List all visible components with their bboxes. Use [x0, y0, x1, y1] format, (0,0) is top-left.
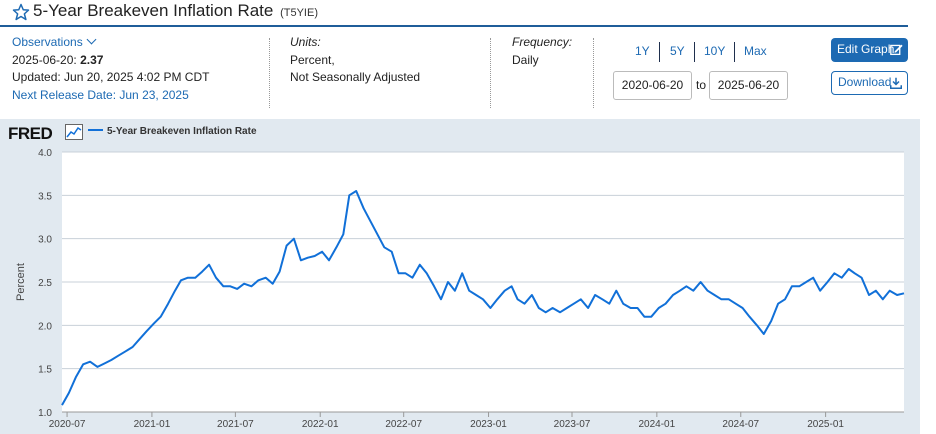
- y-tick-label: 4.0: [38, 148, 52, 159]
- x-tick-label: 2025-01: [807, 419, 844, 430]
- frequency-label: Frequency:: [512, 35, 573, 49]
- y-axis-label: Percent: [15, 263, 27, 301]
- to-label: to: [696, 78, 707, 92]
- frequency-panel: Frequency: Daily: [512, 34, 592, 114]
- y-tick-label: 2.5: [38, 278, 52, 289]
- observations-label: Observations: [12, 35, 83, 49]
- divider: [490, 38, 491, 108]
- range-5y-link[interactable]: 5Y: [670, 44, 685, 58]
- observations-dropdown[interactable]: Observations: [12, 34, 262, 52]
- y-tick-label: 2.0: [38, 321, 52, 332]
- range-10y-link[interactable]: 10Y: [704, 44, 726, 58]
- divider: [593, 38, 594, 108]
- units-line2: Not Seasonally Adjusted: [290, 70, 421, 84]
- download-label: Download: [838, 75, 892, 89]
- edit-graph-button[interactable]: Edit Graph: [831, 38, 908, 62]
- edit-graph-label: Edit Graph: [837, 42, 895, 56]
- x-tick-label: 2021-07: [217, 419, 254, 430]
- next-release-link[interactable]: Next Release Date: Jun 23, 2025: [12, 87, 189, 102]
- y-tick-label: 3.5: [38, 191, 52, 202]
- x-tick-label: 2022-07: [385, 419, 422, 430]
- series-line[interactable]: [61, 190, 905, 406]
- observation-row: 2025-06-20: 2.37: [12, 52, 262, 70]
- observation-date: 2025-06-20:: [12, 52, 77, 67]
- x-tick-label: 2022-01: [302, 419, 339, 430]
- divider: [269, 38, 270, 108]
- x-tick-label: 2024-07: [722, 419, 759, 430]
- chart-legend[interactable]: 5-Year Breakeven Inflation Rate: [88, 126, 257, 137]
- range-divider: [694, 42, 695, 62]
- fred-graph-icon: [65, 124, 83, 140]
- series-header: 5-Year Breakeven Inflation Rate (T5YIE): [0, 0, 908, 27]
- x-tick-label: 2023-01: [470, 419, 507, 430]
- page-title: 5-Year Breakeven Inflation Rate (T5YIE): [33, 1, 318, 21]
- range-1y-link[interactable]: 1Y: [635, 44, 650, 58]
- range-divider: [659, 42, 660, 62]
- observation-value: 2.37: [80, 52, 104, 67]
- end-date-input[interactable]: 2025-06-20: [709, 71, 788, 100]
- units-line1: Percent,: [290, 52, 335, 67]
- x-tick-label: 2020-07: [49, 419, 86, 430]
- x-tick-label: 2024-01: [638, 419, 675, 430]
- series-id: (T5YIE): [280, 7, 318, 19]
- legend-label: 5-Year Breakeven Inflation Rate: [107, 126, 257, 137]
- x-tick-label: 2023-07: [554, 419, 591, 430]
- updated-text: Updated: Jun 20, 2025 4:02 PM CDT: [12, 70, 210, 84]
- start-date-input[interactable]: 2020-06-20: [613, 71, 692, 100]
- download-button[interactable]: Download: [831, 71, 908, 95]
- observations-panel: Observations 2025-06-20: 2.37 Updated: J…: [12, 34, 262, 114]
- range-max-link[interactable]: Max: [744, 44, 767, 58]
- legend-swatch: [88, 129, 103, 132]
- frequency-value: Daily: [512, 52, 539, 67]
- y-tick-label: 1.5: [38, 365, 52, 376]
- y-tick-label: 1.0: [38, 408, 52, 419]
- edit-icon: [890, 44, 903, 56]
- star-icon[interactable]: [12, 3, 30, 21]
- fred-logo: FRED: [8, 124, 53, 143]
- range-divider: [734, 42, 735, 62]
- series-title: 5-Year Breakeven Inflation Rate: [33, 1, 274, 20]
- units-panel: Units: Percent, Not Seasonally Adjusted: [290, 34, 480, 114]
- units-label: Units:: [290, 35, 321, 49]
- x-tick-label: 2021-01: [134, 419, 171, 430]
- download-icon: [890, 77, 902, 89]
- y-tick-label: 3.0: [38, 235, 52, 246]
